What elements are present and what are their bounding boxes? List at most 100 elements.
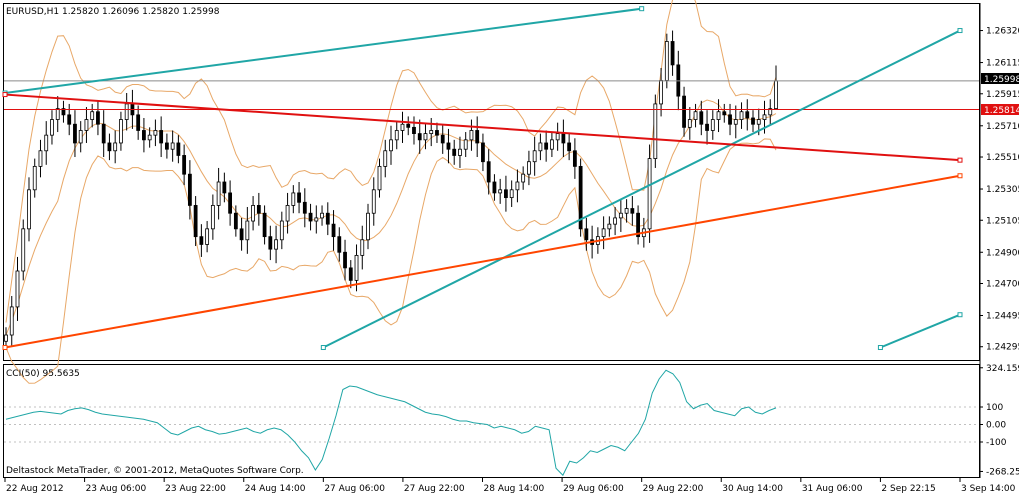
candle-body <box>440 134 445 144</box>
time-axis-tick-label: 29 Aug 06:00 <box>563 484 624 494</box>
candle-body <box>216 181 221 206</box>
time-axis-tick-label: 2 Sep 22:15 <box>881 484 935 494</box>
candle-body <box>705 123 709 131</box>
time-axis-tick-label: 28 Aug 14:00 <box>484 484 545 494</box>
candle-body <box>555 133 560 141</box>
candle-body <box>331 223 336 238</box>
candle-body <box>210 205 215 230</box>
candle-body <box>532 150 537 163</box>
indicator-frame <box>3 364 980 478</box>
candle-body <box>687 119 692 128</box>
candle-body <box>504 189 508 199</box>
candle-body <box>417 133 422 141</box>
candle-body <box>682 95 686 128</box>
candle-body <box>90 111 95 120</box>
candle-body <box>647 158 652 230</box>
main-chart-frame <box>3 3 980 361</box>
candle-body <box>762 114 767 120</box>
descending-resistance-line-anchor <box>2 92 8 98</box>
candle-body <box>745 111 750 119</box>
rising-support-line <box>322 29 961 349</box>
line-price-tag: 1.25814 <box>981 104 1019 116</box>
candle-body <box>354 254 359 281</box>
candle-body <box>733 119 738 125</box>
candle-body <box>32 165 37 191</box>
time-axis-tick-label: 23 Aug 06:00 <box>86 484 147 494</box>
copyright-label: Deltastock MetaTrader, © 2001-2012, Meta… <box>6 466 304 476</box>
candle-body <box>256 205 261 214</box>
candle-body <box>320 212 324 219</box>
candle-body <box>389 139 393 152</box>
candle-body <box>274 239 278 250</box>
current-price-tag: 1.25998 <box>981 73 1019 85</box>
time-axis-tick-label: 29 Aug 22:00 <box>643 484 704 494</box>
candle-body <box>308 212 313 222</box>
cci-label: CCI(50) 95.5635 <box>6 369 80 379</box>
candle-body <box>222 181 227 194</box>
candle-body <box>101 123 106 144</box>
candle-body <box>383 150 388 167</box>
candle-body <box>314 217 319 222</box>
candle-body <box>722 111 727 116</box>
candle-body <box>527 161 531 175</box>
cci-axis-tick-label: 100 <box>986 403 1003 413</box>
candle-body <box>693 111 698 120</box>
candle-body <box>348 267 353 281</box>
candle-body <box>84 119 89 131</box>
ascending-support-line-anchor <box>2 345 8 351</box>
candle-body <box>521 173 526 183</box>
candle-body <box>561 133 566 144</box>
candle-body <box>251 205 255 222</box>
candle-body <box>199 236 204 245</box>
candle-body <box>228 192 233 214</box>
candle-body <box>710 119 715 131</box>
current-price-value: 1.25998 <box>984 75 1019 85</box>
price-axis-tick-label: 1.25710 <box>986 122 1019 132</box>
candle-body <box>400 123 405 131</box>
rising-support-line-anchor <box>957 28 963 34</box>
candle-body <box>21 228 26 272</box>
candle-body <box>549 139 554 150</box>
candle-body <box>429 130 434 134</box>
candle-body <box>584 228 589 241</box>
time-axis-tick-label: 30 Aug 14:00 <box>722 484 783 494</box>
ascending-support-line <box>4 174 961 349</box>
candle-body <box>136 114 141 131</box>
candle-body <box>659 80 663 105</box>
descending-resistance-line <box>4 93 961 162</box>
upper-channel-line <box>4 7 642 94</box>
candle-body <box>751 117 755 125</box>
candle-body <box>509 189 514 199</box>
candle-body <box>670 41 675 66</box>
candle-body <box>544 142 549 150</box>
candle-body <box>50 119 54 136</box>
candle-body <box>239 228 244 241</box>
candle-body <box>613 217 618 225</box>
time-axis-tick-label: 22 Aug 2012 <box>6 484 64 494</box>
candle-body <box>343 251 347 269</box>
candle-body <box>245 220 250 241</box>
candle-body <box>716 111 721 120</box>
candle-body <box>774 80 778 110</box>
line-price-value: 1.25814 <box>984 106 1019 116</box>
cci-axis-tick-label: -268.255 <box>986 467 1019 477</box>
candle-body <box>325 212 330 225</box>
candle-body <box>182 155 187 175</box>
candle-body <box>176 142 181 156</box>
candle-body <box>567 142 572 152</box>
price-axis-tick-label: 1.24700 <box>986 279 1019 289</box>
price-axis-tick-label: 1.26115 <box>986 59 1019 69</box>
candle-body <box>73 123 77 144</box>
candle-body <box>164 142 169 150</box>
time-axis-tick-label: 24 Aug 14:00 <box>245 484 306 494</box>
candle-body <box>113 142 118 152</box>
candle-body <box>452 148 457 156</box>
lower-channel-line <box>880 313 961 349</box>
candle-body <box>61 108 66 116</box>
price-axis-tick-label: 1.25510 <box>986 153 1019 163</box>
price-axis-tick-label: 1.25915 <box>986 90 1019 100</box>
cci-axis-tick-label: -100 <box>986 438 1007 448</box>
candle-body <box>630 208 635 214</box>
candle-body <box>515 181 520 191</box>
candle-body <box>279 220 284 241</box>
